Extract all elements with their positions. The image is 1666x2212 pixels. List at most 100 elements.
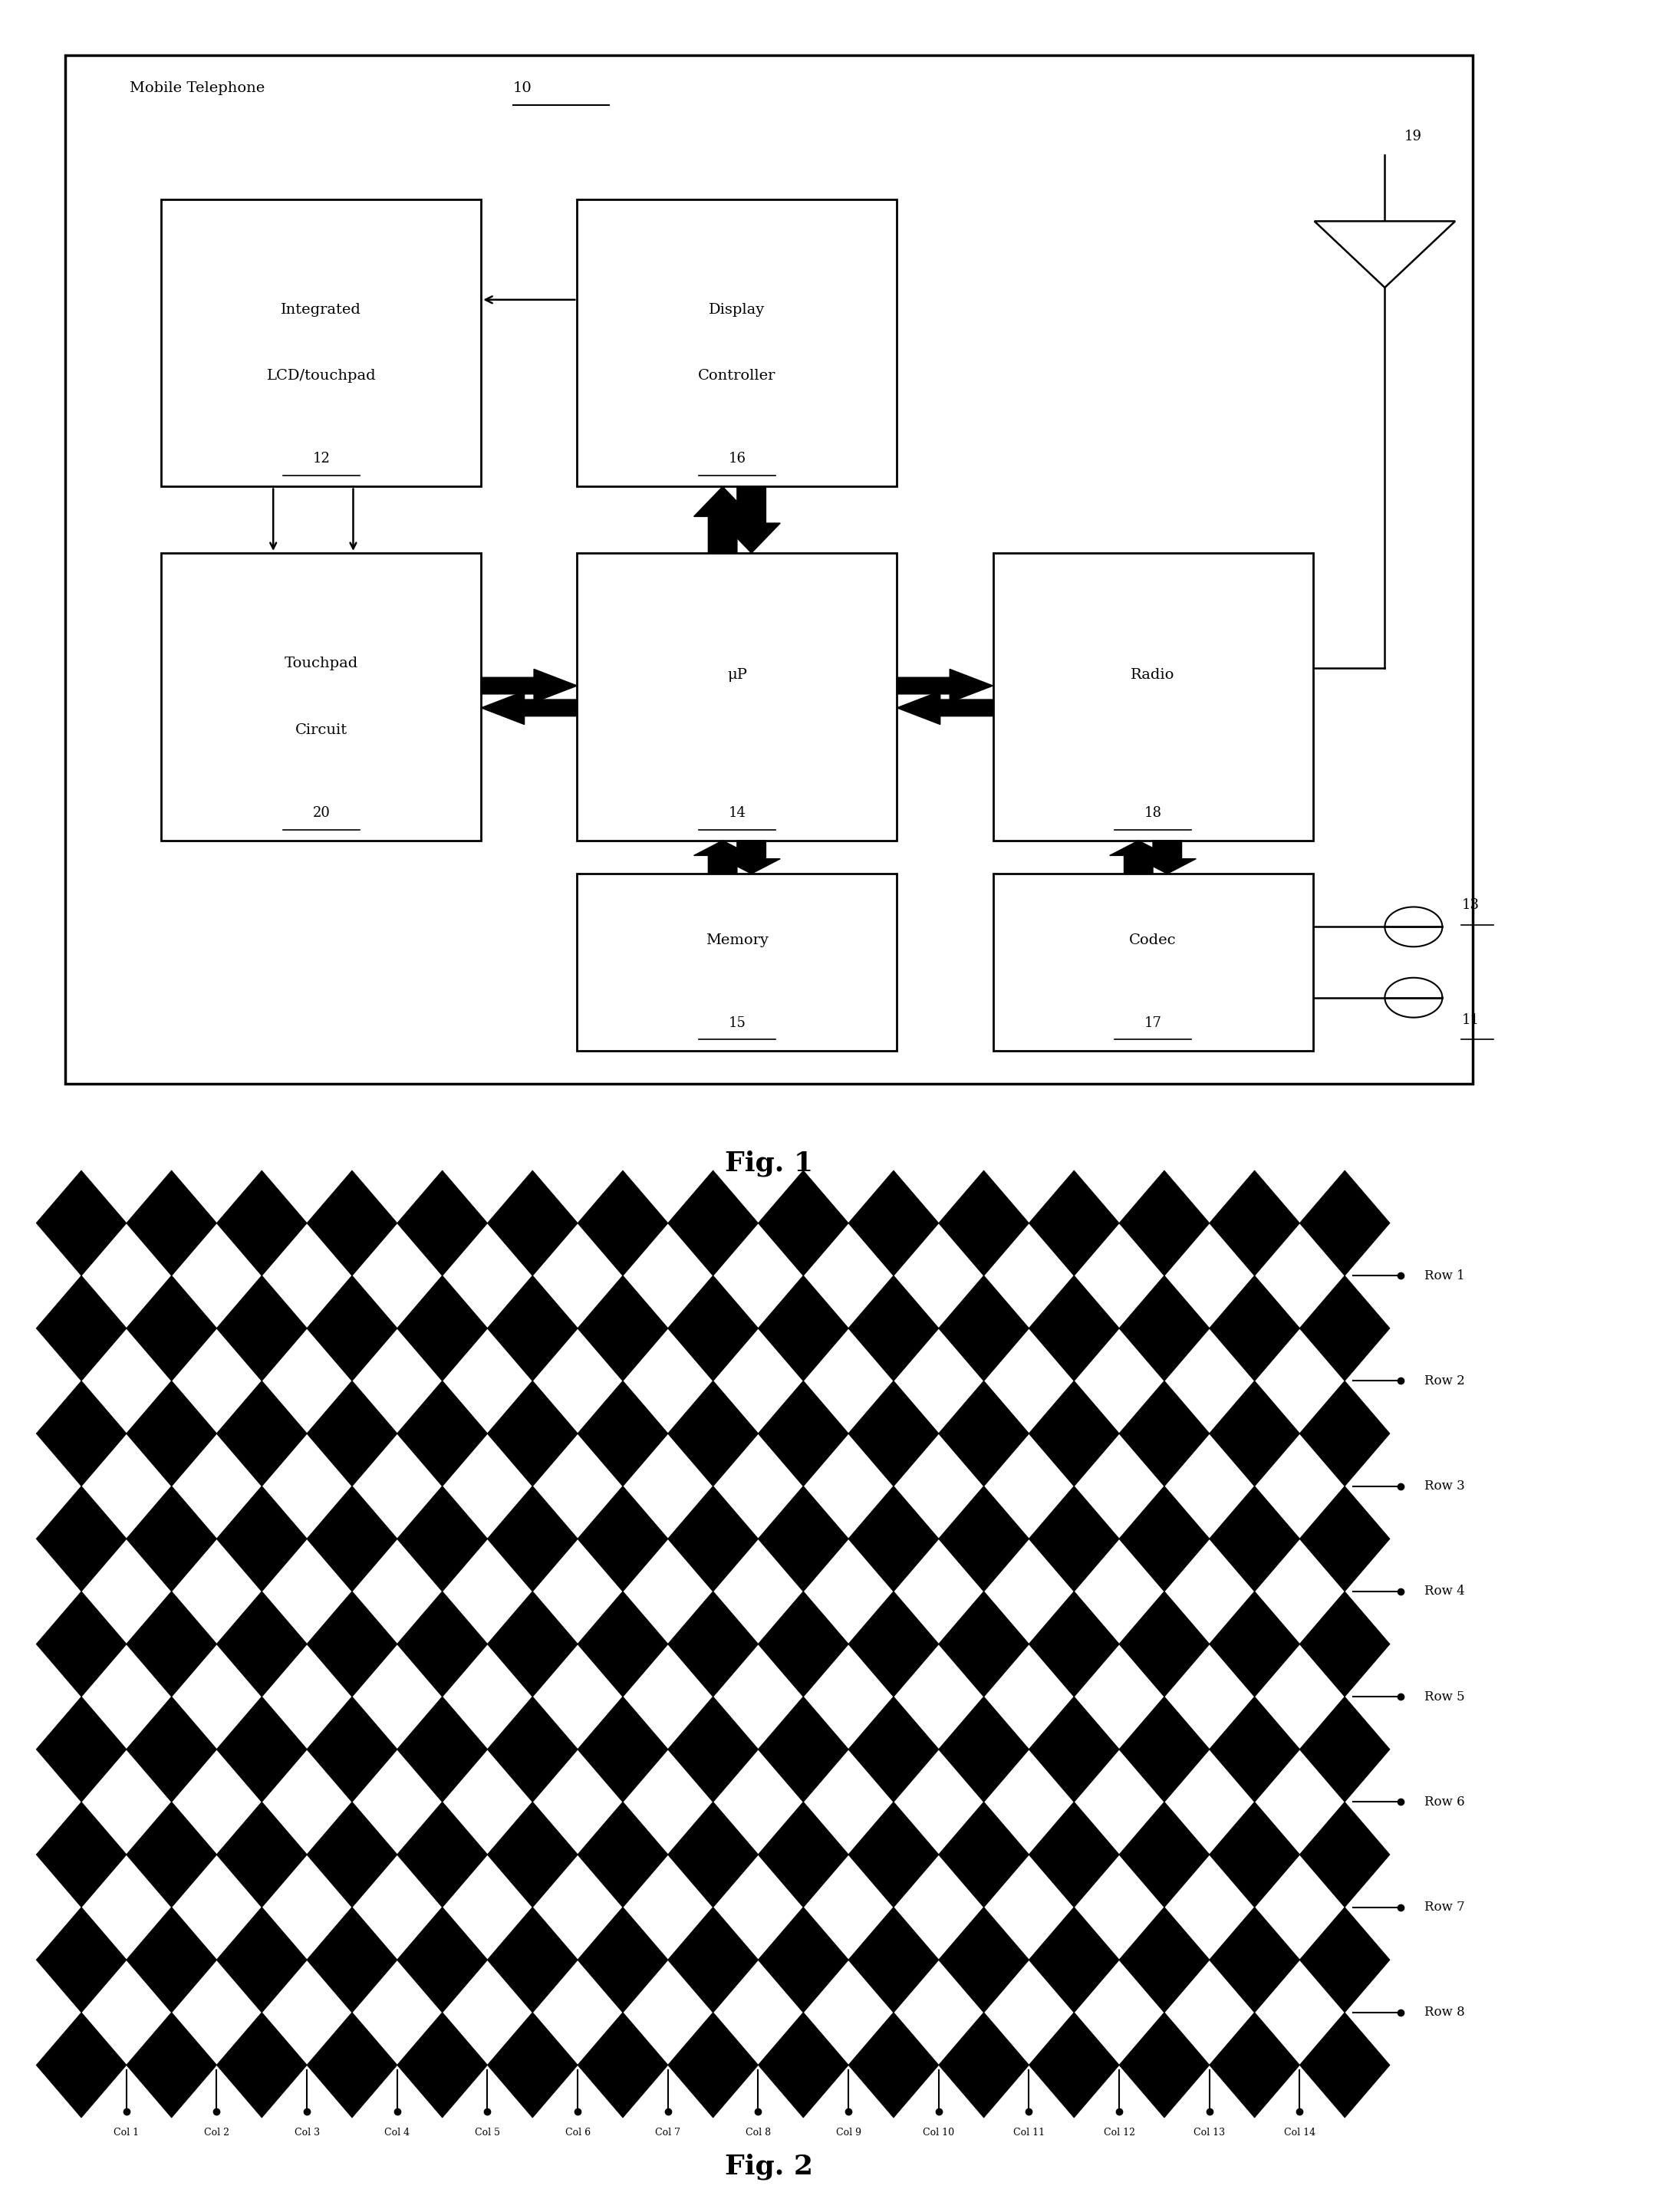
Polygon shape [803, 1960, 893, 2066]
Polygon shape [758, 1380, 848, 1486]
Polygon shape [1165, 1750, 1254, 1854]
Polygon shape [262, 1960, 352, 2066]
Polygon shape [37, 1170, 127, 1276]
Polygon shape [938, 1486, 1030, 1590]
Polygon shape [1120, 1803, 1210, 1907]
Polygon shape [217, 1486, 307, 1590]
Polygon shape [37, 1803, 127, 1907]
Polygon shape [307, 1486, 397, 1590]
Polygon shape [758, 1170, 848, 1276]
Polygon shape [803, 1854, 893, 1960]
Polygon shape [307, 1170, 397, 1276]
Polygon shape [1314, 221, 1454, 288]
Polygon shape [1299, 1276, 1389, 1380]
Text: 12: 12 [313, 451, 330, 467]
Text: 17: 17 [1145, 1015, 1161, 1031]
Polygon shape [758, 1486, 848, 1590]
Text: Controller: Controller [698, 369, 776, 383]
Polygon shape [848, 1486, 938, 1590]
Polygon shape [307, 1907, 397, 2013]
Bar [576, 874, 896, 1051]
Bar [576, 199, 896, 487]
Polygon shape [693, 841, 751, 874]
Polygon shape [1254, 1433, 1344, 1540]
Polygon shape [1210, 1276, 1299, 1380]
Polygon shape [1075, 1960, 1165, 2066]
Polygon shape [985, 1644, 1075, 1750]
Polygon shape [441, 1854, 533, 1960]
Polygon shape [441, 1223, 533, 1327]
Polygon shape [623, 1644, 713, 1750]
Polygon shape [37, 1486, 127, 1590]
Polygon shape [893, 1540, 985, 1644]
Polygon shape [985, 1750, 1075, 1854]
Polygon shape [262, 1433, 352, 1540]
Polygon shape [397, 1276, 488, 1380]
Polygon shape [352, 1960, 441, 2066]
Polygon shape [307, 2013, 397, 2117]
Polygon shape [758, 1907, 848, 2013]
Polygon shape [1254, 1644, 1344, 1750]
Polygon shape [262, 1223, 352, 1327]
Polygon shape [985, 1854, 1075, 1960]
Text: Row 6: Row 6 [1424, 1796, 1464, 1809]
Polygon shape [938, 1697, 1030, 1803]
Text: 13: 13 [1461, 898, 1479, 911]
Polygon shape [668, 1907, 758, 2013]
Polygon shape [1210, 1907, 1299, 2013]
Polygon shape [441, 1327, 533, 1433]
Polygon shape [37, 1276, 127, 1380]
Polygon shape [352, 1644, 441, 1750]
Polygon shape [848, 2013, 938, 2117]
Polygon shape [37, 1697, 127, 1803]
Polygon shape [262, 1854, 352, 1960]
Polygon shape [893, 1433, 985, 1540]
Polygon shape [723, 841, 780, 874]
Polygon shape [938, 1170, 1030, 1276]
Polygon shape [803, 1327, 893, 1433]
Polygon shape [848, 1803, 938, 1907]
Polygon shape [985, 1327, 1075, 1433]
Text: Row 2: Row 2 [1424, 1374, 1464, 1387]
Polygon shape [758, 1590, 848, 1697]
Bar [162, 199, 481, 487]
Polygon shape [668, 1590, 758, 1697]
Polygon shape [623, 1433, 713, 1540]
Text: Circuit: Circuit [295, 723, 347, 737]
Polygon shape [217, 1170, 307, 1276]
Text: Mobile Telephone: Mobile Telephone [130, 82, 265, 95]
Polygon shape [1254, 1223, 1344, 1327]
Polygon shape [1299, 2013, 1389, 2117]
Polygon shape [803, 1540, 893, 1644]
Polygon shape [127, 1380, 217, 1486]
Polygon shape [713, 1327, 803, 1433]
Text: 19: 19 [1404, 131, 1421, 144]
Polygon shape [938, 1590, 1030, 1697]
Polygon shape [1030, 1803, 1120, 1907]
Polygon shape [1210, 1380, 1299, 1486]
Text: Row 5: Row 5 [1424, 1690, 1464, 1703]
Polygon shape [172, 1433, 262, 1540]
Polygon shape [127, 2013, 217, 2117]
Polygon shape [37, 2013, 127, 2117]
Polygon shape [481, 668, 576, 703]
Polygon shape [217, 1276, 307, 1380]
Polygon shape [488, 1276, 578, 1380]
Polygon shape [217, 2013, 307, 2117]
Polygon shape [1075, 1327, 1165, 1433]
Polygon shape [533, 1223, 623, 1327]
Polygon shape [488, 1590, 578, 1697]
Polygon shape [1120, 1697, 1210, 1803]
Polygon shape [82, 1433, 172, 1540]
Polygon shape [307, 1803, 397, 1907]
Polygon shape [307, 1697, 397, 1803]
Text: Col 2: Col 2 [203, 2128, 230, 2137]
Text: Fig. 1: Fig. 1 [725, 1150, 813, 1177]
Polygon shape [578, 1486, 668, 1590]
Polygon shape [441, 1750, 533, 1854]
Polygon shape [896, 690, 993, 726]
Bar [993, 874, 1313, 1051]
Polygon shape [82, 1327, 172, 1433]
Polygon shape [82, 1960, 172, 2066]
Polygon shape [172, 1223, 262, 1327]
